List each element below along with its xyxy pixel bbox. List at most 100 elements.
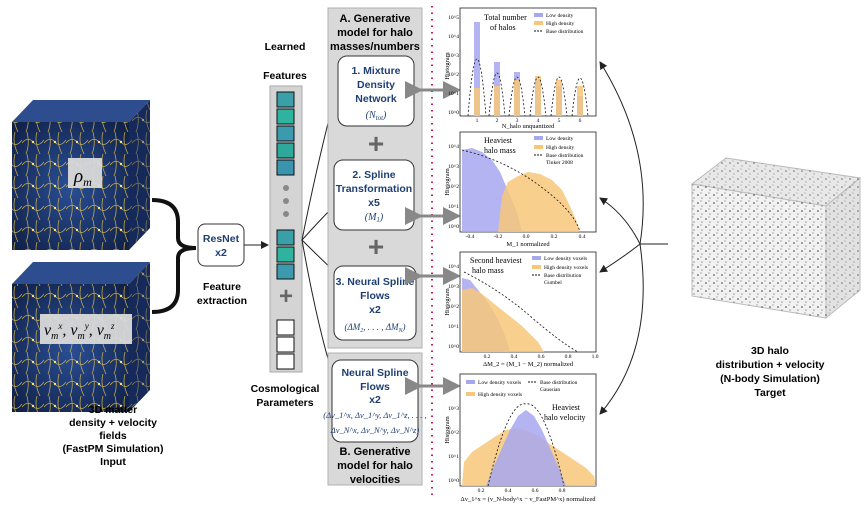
- svg-text:density + velocity: density + velocity: [69, 417, 157, 429]
- svg-text:2: 2: [496, 118, 499, 124]
- velocity-flows-box: [331, 359, 419, 443]
- svg-text:10^5: 10^5: [448, 15, 459, 21]
- plot-4-legend: Low density voxels High density voxels B…: [466, 380, 578, 398]
- svg-text:10^2: 10^2: [448, 72, 459, 78]
- svg-text:Low density: Low density: [546, 136, 574, 142]
- svg-text:0.4: 0.4: [505, 488, 512, 494]
- svg-text:(N-body Simulation): (N-body Simulation): [720, 373, 820, 385]
- plot-4-yticks: 10^0 10^1 10^2 10^3: [448, 406, 459, 484]
- svg-text:model for halo: model for halo: [337, 460, 413, 472]
- svg-text:6: 6: [579, 118, 582, 124]
- plot-2-annotation-2: halo mass: [484, 146, 516, 155]
- plot-halo-velocity: Histogram 10^0 10^1 10^2 10^3 0.2 0.4 0.…: [444, 373, 597, 503]
- svg-text:0.4: 0.4: [511, 354, 518, 360]
- svg-text:High density: High density: [546, 21, 575, 27]
- plot-2-xlabel: M_1 normalized: [506, 241, 550, 248]
- merge-brace: [151, 198, 197, 314]
- plot-2-xticks: -0.4 -0.2 0.0 0.2 0.4: [466, 234, 586, 240]
- plot-4-ylabel: Histogram: [444, 416, 451, 443]
- plot-3-ylabel: Histogram: [444, 288, 451, 315]
- target-halo-cube: [690, 157, 862, 320]
- svg-text:Tinker 2008: Tinker 2008: [546, 160, 573, 166]
- cosmo-params-title: Cosmological: [251, 383, 320, 395]
- svg-text:Flows: Flows: [360, 290, 390, 302]
- svg-text:(FastPM Simulation): (FastPM Simulation): [63, 443, 164, 455]
- plot-3-yticks: 10^0 10^1 10^2 10^3 10^4: [448, 264, 459, 350]
- svg-text:10^4: 10^4: [448, 264, 459, 270]
- plot-1-annotation-2: of halos: [490, 23, 516, 32]
- svg-text:3: 3: [516, 118, 519, 124]
- svg-text:Base distribution: Base distribution: [546, 29, 584, 35]
- svg-text:10^1: 10^1: [448, 454, 459, 460]
- svg-text:-0.4: -0.4: [466, 234, 475, 240]
- svg-text:10^1: 10^1: [448, 324, 459, 330]
- svg-text:10^3: 10^3: [448, 284, 459, 290]
- svg-text:3D matter: 3D matter: [89, 404, 137, 416]
- plot-1-xlabel: N_halo unquantized: [502, 123, 555, 130]
- svg-text:masses/numbers: masses/numbers: [330, 41, 420, 53]
- velocity-label-box: [40, 314, 132, 344]
- input-caption: 3D matter density + velocity fields (Fas…: [63, 404, 164, 468]
- svg-text:Gumbel: Gumbel: [544, 280, 562, 286]
- svg-text:High density voxels: High density voxels: [544, 265, 588, 271]
- resnet-label: ResNet: [203, 233, 240, 245]
- svg-text:0.6: 0.6: [538, 354, 545, 360]
- svg-text:0.4: 0.4: [579, 234, 586, 240]
- svg-text:10^3: 10^3: [448, 53, 459, 59]
- plot-second-mass: Histogram 10^0 10^1 10^2 10^3 10^4 0.2 0…: [444, 251, 599, 368]
- svg-text:0.2: 0.2: [484, 354, 491, 360]
- svg-text:10^2: 10^2: [448, 184, 459, 190]
- density-label: ρm: [73, 166, 92, 189]
- svg-text:10^2: 10^2: [448, 430, 459, 436]
- plot-3-xlabel: ΔM_2 = (M_1 − M_2) normalized: [483, 361, 574, 368]
- feature-extraction-label: Feature: [203, 281, 241, 293]
- plot-3-base-curve: [463, 271, 579, 353]
- plot-4-base-curve: [487, 403, 565, 487]
- box-to-plot-arrows: [405, 81, 461, 395]
- plot-heaviest-mass: Histogram 10^0 10^1 10^2 10^3 10^4 -0.4 …: [444, 131, 597, 248]
- plot-4-annotation: Heaviest: [552, 403, 581, 412]
- svg-text:10^1: 10^1: [448, 204, 459, 210]
- svg-text:Input: Input: [100, 456, 126, 468]
- spline-transformation-label: 2. Spline Transformation x5: [336, 169, 412, 209]
- plot-1-base-curves: [467, 58, 589, 117]
- svg-text:0.8: 0.8: [565, 354, 572, 360]
- svg-text:0.6: 0.6: [532, 488, 539, 494]
- plot-3-annotation-2: halo mass: [472, 266, 504, 275]
- panel-a-title: A. Generative model for halo masses/numb…: [330, 13, 420, 53]
- svg-text:model for halo: model for halo: [337, 27, 413, 39]
- features-plus: +: [279, 283, 293, 310]
- input-density-cube: [12, 100, 150, 250]
- cosmo-param-cells: [276, 319, 295, 370]
- svg-text:x2: x2: [369, 304, 381, 316]
- svg-text:2. Spline: 2. Spline: [352, 169, 395, 181]
- svg-text:10^0: 10^0: [448, 344, 459, 350]
- svg-text:10^4: 10^4: [448, 34, 459, 40]
- plot-1-xticks: 1 2 3 4 5 6: [476, 118, 582, 124]
- panel-a-plus-1: +: [368, 128, 384, 159]
- svg-text:0.2: 0.2: [478, 488, 485, 494]
- svg-text:1. Mixture: 1. Mixture: [351, 65, 400, 77]
- svg-text:1: 1: [476, 118, 479, 124]
- plot-2-legend: Low density High density Base distributi…: [534, 136, 584, 166]
- target-caption: 3D halo distribution + velocity (N-body …: [716, 345, 825, 399]
- velocity-flows-label: Neural Spline Flows x2: [341, 367, 408, 406]
- svg-text:4: 4: [537, 118, 540, 124]
- svg-text:Low density: Low density: [546, 13, 574, 19]
- svg-text:x2: x2: [369, 394, 381, 406]
- svg-text:10^1: 10^1: [448, 91, 459, 97]
- mdn-label: 1. Mixture Density Network: [351, 65, 400, 105]
- plot-2-yticks: 10^0 10^1 10^2 10^3 10^4: [448, 144, 459, 230]
- plot-3-annotation: Second heaviest: [470, 256, 523, 265]
- svg-text:High density voxels: High density voxels: [478, 392, 522, 398]
- plot-4-xticks: 0.2 0.4 0.6 0.8: [478, 488, 566, 494]
- svg-text:Network: Network: [355, 93, 397, 105]
- velocity-flows-math-1: (Δv_1^x, Δv_1^y, Δv_1^z, . . . ,: [323, 410, 426, 420]
- svg-text:Transformation: Transformation: [336, 183, 412, 195]
- svg-text:distribution + velocity: distribution + velocity: [716, 359, 825, 371]
- svg-text:Base distribution: Base distribution: [546, 153, 584, 159]
- plot-1-ylabel: Histogram: [444, 52, 451, 79]
- plot-3-xticks: 0.2 0.4 0.6 0.8 1.0: [484, 354, 599, 360]
- learned-features-title: Learned: [265, 41, 306, 53]
- svg-text:High density: High density: [546, 145, 575, 151]
